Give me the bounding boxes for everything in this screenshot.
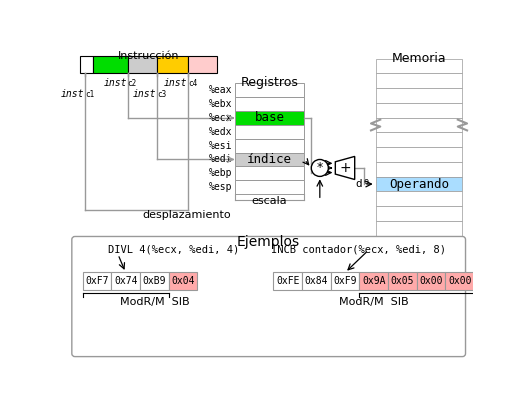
Text: d: d xyxy=(356,179,362,190)
Text: 0x9A: 0x9A xyxy=(362,276,385,286)
Text: 0x74: 0x74 xyxy=(114,276,138,286)
FancyBboxPatch shape xyxy=(235,83,304,97)
Text: Operando: Operando xyxy=(389,177,449,191)
Text: inst: inst xyxy=(164,78,187,88)
Text: 0x05: 0x05 xyxy=(391,276,414,286)
Text: %edi: %edi xyxy=(209,154,232,164)
FancyBboxPatch shape xyxy=(375,177,463,192)
Text: desplazamiento: desplazamiento xyxy=(142,210,230,220)
Text: %edx: %edx xyxy=(209,127,232,137)
FancyBboxPatch shape xyxy=(235,97,304,111)
Text: c2: c2 xyxy=(128,79,137,88)
FancyBboxPatch shape xyxy=(417,272,445,290)
FancyBboxPatch shape xyxy=(375,192,463,206)
Text: INCB contador(%ecx, %edi, 8): INCB contador(%ecx, %edi, 8) xyxy=(271,245,446,255)
Text: DIVL 4(%ecx, %edi, 4): DIVL 4(%ecx, %edi, 4) xyxy=(108,245,239,255)
Text: 0xF7: 0xF7 xyxy=(85,276,109,286)
Text: %esi: %esi xyxy=(209,141,232,151)
Text: 0x84: 0x84 xyxy=(304,276,328,286)
FancyBboxPatch shape xyxy=(375,88,463,103)
FancyBboxPatch shape xyxy=(235,153,304,166)
FancyBboxPatch shape xyxy=(359,272,388,290)
Text: c1: c1 xyxy=(85,90,94,99)
FancyBboxPatch shape xyxy=(235,180,304,194)
Text: Ejemplos: Ejemplos xyxy=(237,235,300,249)
FancyBboxPatch shape xyxy=(302,272,331,290)
FancyBboxPatch shape xyxy=(375,73,463,88)
Text: 0xFE: 0xFE xyxy=(276,276,299,286)
Text: Instrucción: Instrucción xyxy=(118,51,180,61)
Text: c3: c3 xyxy=(157,90,166,99)
Text: ModR/M  SIB: ModR/M SIB xyxy=(339,296,408,307)
FancyBboxPatch shape xyxy=(157,56,188,73)
Text: 0x00: 0x00 xyxy=(448,276,471,286)
Text: ModR/M  SIB: ModR/M SIB xyxy=(120,296,189,307)
Text: Registros: Registros xyxy=(240,76,298,89)
Text: +: + xyxy=(339,161,351,175)
Text: %ebp: %ebp xyxy=(209,168,232,178)
Text: %ecx: %ecx xyxy=(209,113,232,123)
FancyBboxPatch shape xyxy=(128,56,157,73)
Text: Memoria: Memoria xyxy=(392,53,446,66)
Text: *: * xyxy=(317,162,323,175)
FancyBboxPatch shape xyxy=(72,237,466,356)
FancyBboxPatch shape xyxy=(375,59,463,73)
FancyBboxPatch shape xyxy=(375,162,463,177)
Text: índice: índice xyxy=(247,153,292,166)
Text: escala: escala xyxy=(251,196,287,207)
Text: 0x00: 0x00 xyxy=(419,276,443,286)
FancyBboxPatch shape xyxy=(375,103,463,117)
FancyBboxPatch shape xyxy=(235,139,304,153)
Text: 0xB9: 0xB9 xyxy=(143,276,166,286)
Text: %ebx: %ebx xyxy=(209,99,232,109)
Text: inst: inst xyxy=(103,78,127,88)
FancyBboxPatch shape xyxy=(169,272,197,290)
Text: inst: inst xyxy=(133,89,156,99)
FancyBboxPatch shape xyxy=(235,125,304,139)
Circle shape xyxy=(311,160,328,177)
FancyBboxPatch shape xyxy=(375,206,463,221)
Text: 0xF9: 0xF9 xyxy=(333,276,357,286)
FancyBboxPatch shape xyxy=(375,132,463,147)
FancyBboxPatch shape xyxy=(80,56,93,73)
FancyBboxPatch shape xyxy=(331,272,359,290)
FancyBboxPatch shape xyxy=(235,111,304,125)
FancyBboxPatch shape xyxy=(274,272,302,290)
FancyBboxPatch shape xyxy=(140,272,169,290)
Text: c4: c4 xyxy=(188,79,197,88)
Text: e: e xyxy=(364,177,369,186)
FancyBboxPatch shape xyxy=(375,117,463,132)
FancyBboxPatch shape xyxy=(388,272,417,290)
Text: %eax: %eax xyxy=(209,85,232,95)
Text: 0x04: 0x04 xyxy=(171,276,195,286)
FancyBboxPatch shape xyxy=(188,56,217,73)
Text: %esp: %esp xyxy=(209,182,232,192)
FancyBboxPatch shape xyxy=(375,221,463,236)
FancyBboxPatch shape xyxy=(235,166,304,180)
Text: base: base xyxy=(255,111,285,124)
Text: inst: inst xyxy=(61,89,84,99)
FancyBboxPatch shape xyxy=(111,272,140,290)
FancyBboxPatch shape xyxy=(93,56,128,73)
FancyBboxPatch shape xyxy=(82,272,111,290)
FancyBboxPatch shape xyxy=(375,147,463,162)
Polygon shape xyxy=(335,156,355,179)
FancyBboxPatch shape xyxy=(445,272,474,290)
